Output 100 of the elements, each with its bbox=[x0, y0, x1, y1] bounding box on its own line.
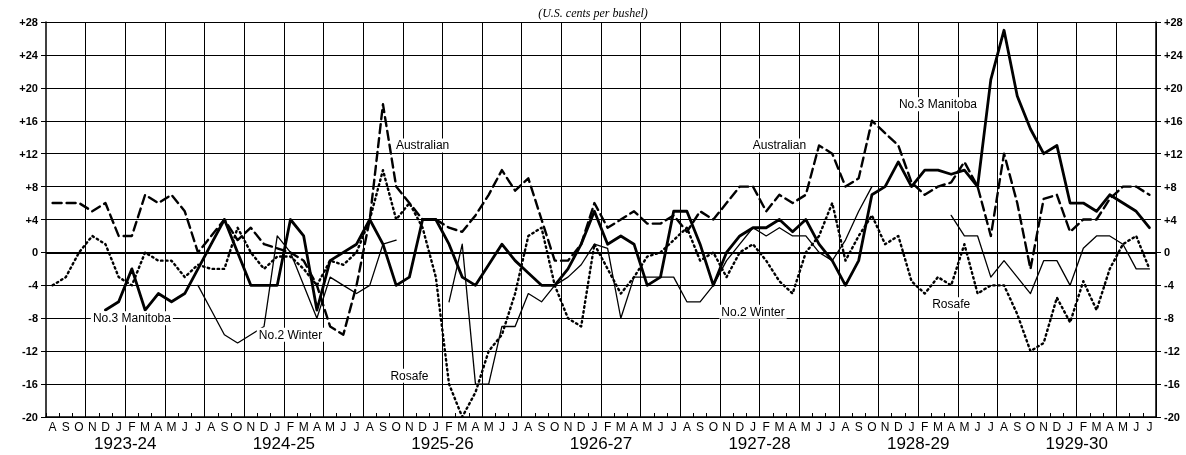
y-tick-label: +16 bbox=[19, 114, 38, 127]
x-tick-label: F bbox=[286, 420, 295, 434]
y-tick-label: -8 bbox=[28, 312, 38, 325]
x-tick-label: J bbox=[974, 420, 981, 434]
y-tick-label: -4 bbox=[28, 279, 39, 292]
x-tick-label: N bbox=[563, 420, 573, 434]
x-tick-label: S bbox=[854, 420, 863, 434]
x-tick-label: A bbox=[947, 420, 956, 434]
x-tick-label: O bbox=[74, 420, 84, 434]
x-tick-label: D bbox=[893, 420, 903, 434]
x-tick-label: J bbox=[657, 420, 664, 434]
y-tick-label: +28 bbox=[19, 16, 38, 28]
y-tick-label: -12 bbox=[22, 345, 38, 358]
x-tick-label: D bbox=[576, 420, 586, 434]
x-tick-label: N bbox=[880, 420, 890, 434]
text: 1928-29 bbox=[886, 434, 950, 453]
x-tick-label: D bbox=[259, 420, 269, 434]
y2-tick-label: +16 bbox=[1164, 114, 1183, 127]
x-tick-label: N bbox=[722, 420, 731, 434]
x-tick-label: J bbox=[353, 420, 360, 434]
x-tick-label: M bbox=[166, 420, 177, 434]
x-tick-label: F bbox=[762, 420, 770, 434]
y-tick-label: -20 bbox=[22, 411, 38, 423]
x-tick-label: D bbox=[735, 420, 745, 434]
y-tick-label: +4 bbox=[25, 213, 39, 226]
x-tick-label: J bbox=[274, 420, 281, 434]
y-tick-label: 0 bbox=[31, 246, 38, 259]
x-tick-label: D bbox=[1052, 420, 1062, 434]
x-tick-label: J bbox=[115, 420, 122, 434]
x-tick-label: O bbox=[391, 420, 401, 434]
x-tick-label: S bbox=[537, 420, 546, 434]
x-tick-label: M bbox=[1117, 420, 1128, 434]
x-tick-label: J bbox=[498, 420, 505, 434]
x-tick-label: M bbox=[1091, 420, 1102, 434]
x-tick-label: A bbox=[471, 420, 480, 434]
text: No.2 Winter bbox=[721, 304, 785, 319]
text: 1929-30 bbox=[1045, 434, 1108, 453]
y2-tick-label: -8 bbox=[1164, 312, 1174, 325]
y2-tick-label: +4 bbox=[1164, 213, 1178, 226]
x-tick-label: N bbox=[87, 420, 97, 434]
x-tick-label: A bbox=[1000, 420, 1009, 434]
series-label: No.2 Winter bbox=[258, 327, 323, 342]
y2-tick-label: 0 bbox=[1164, 246, 1171, 259]
x-tick-label: J bbox=[591, 420, 598, 434]
x-tick-label: A bbox=[365, 420, 374, 434]
y2-tick-label: -4 bbox=[1164, 279, 1175, 292]
x-tick-label: M bbox=[959, 420, 970, 434]
x-tick-label: O bbox=[708, 420, 718, 434]
text: Australian bbox=[752, 138, 807, 153]
x-tick-label: M bbox=[298, 420, 309, 434]
x-tick-label: N bbox=[1039, 420, 1049, 434]
x-tick-label: O bbox=[232, 420, 243, 434]
x-tick-label: J bbox=[512, 420, 519, 434]
x-tick-label: M bbox=[774, 420, 785, 434]
x-tick-label: F bbox=[128, 420, 136, 434]
x-tick-label: J bbox=[340, 420, 347, 434]
y-tick-label: +20 bbox=[19, 81, 38, 94]
x-tick-label: D bbox=[101, 420, 111, 434]
x-tick-label: N bbox=[405, 420, 414, 434]
series-label: Rosafe bbox=[932, 297, 971, 312]
text: No.3 Manitoba bbox=[898, 97, 977, 112]
x-tick-label: M bbox=[483, 420, 494, 434]
x-tick-label: A bbox=[207, 420, 216, 434]
x-tick-label: S bbox=[696, 420, 705, 434]
x-tick-label: A bbox=[682, 420, 691, 434]
x-tick-label: J bbox=[987, 420, 994, 434]
y-tick-label: +8 bbox=[25, 180, 38, 193]
y2-tick-label: -12 bbox=[1164, 345, 1180, 358]
x-tick-label: J bbox=[749, 420, 756, 434]
x-tick-label: A bbox=[841, 420, 850, 434]
text: 1923-24 bbox=[94, 434, 157, 453]
x-tick-label: J bbox=[181, 420, 188, 434]
x-tick-label: J bbox=[432, 420, 439, 434]
x-tick-label: S bbox=[378, 420, 387, 434]
x-tick-label: J bbox=[1133, 420, 1140, 434]
x-tick-label: A bbox=[788, 420, 797, 434]
x-tick-label: A bbox=[630, 420, 639, 434]
text: 1927-28 bbox=[728, 434, 791, 453]
x-tick-label: A bbox=[1105, 420, 1114, 434]
y2-tick-label: +28 bbox=[1164, 16, 1183, 28]
x-tick-label: J bbox=[1146, 420, 1153, 434]
series-label: No.3 Manitoba bbox=[92, 311, 172, 326]
text: 1924-25 bbox=[252, 434, 316, 453]
x-tick-label: M bbox=[800, 420, 811, 434]
x-tick-label: J bbox=[670, 420, 677, 434]
x-tick-label: O bbox=[550, 420, 560, 434]
x-tick-label: D bbox=[418, 420, 428, 434]
x-tick-label: S bbox=[220, 420, 229, 434]
series-label: Australian bbox=[395, 138, 450, 153]
x-tick-label: A bbox=[312, 420, 321, 434]
x-tick-label: M bbox=[140, 420, 151, 434]
x-tick-label: F bbox=[445, 420, 453, 434]
x-tick-label: F bbox=[1079, 420, 1087, 434]
x-tick-label: M bbox=[457, 420, 468, 434]
y2-tick-label: +12 bbox=[1164, 147, 1183, 160]
x-tick-label: F bbox=[921, 420, 929, 434]
y-tick-label: -16 bbox=[22, 378, 38, 391]
x-tick-label: A bbox=[154, 420, 163, 434]
x-tick-label: S bbox=[61, 420, 70, 434]
y2-tick-label: +20 bbox=[1164, 81, 1183, 94]
